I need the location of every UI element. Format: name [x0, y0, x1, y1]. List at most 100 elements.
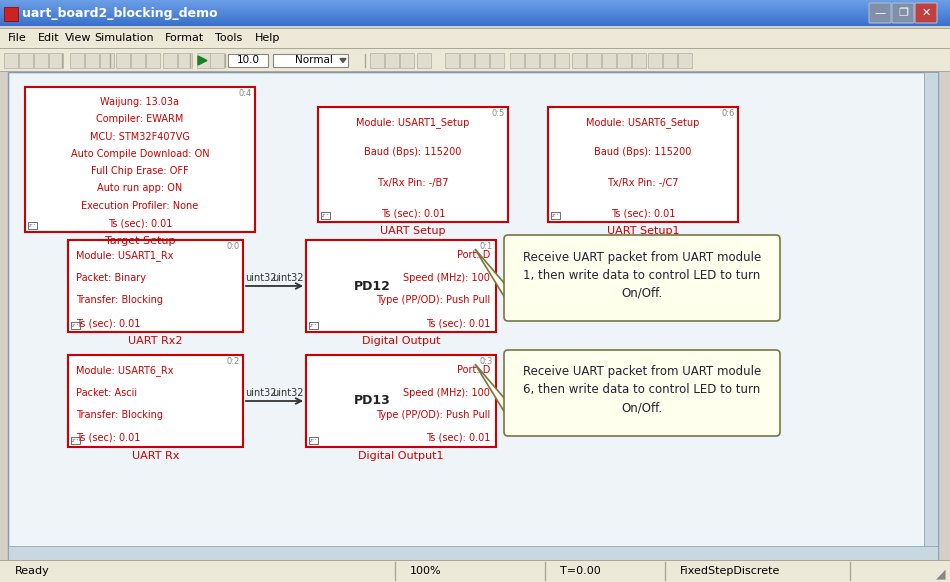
Bar [0, 49, 950, 71]
Bar [0, 19, 950, 20]
Bar [475, 53, 489, 68]
Text: z⁻¹: z⁻¹ [72, 323, 79, 328]
FancyBboxPatch shape [273, 54, 348, 67]
Text: Auto Compile Download: ON: Auto Compile Download: ON [70, 149, 209, 159]
Text: z⁻¹: z⁻¹ [28, 223, 36, 228]
FancyBboxPatch shape [228, 54, 268, 67]
Text: Digital Output1: Digital Output1 [358, 451, 444, 461]
Bar [513, 422, 527, 427]
Text: 0:1: 0:1 [480, 242, 493, 251]
Bar [4, 7, 18, 21]
Text: Module: USART1_Setup: Module: USART1_Setup [356, 117, 469, 128]
FancyBboxPatch shape [892, 3, 914, 23]
Polygon shape [198, 56, 207, 65]
Bar [28, 222, 37, 229]
Polygon shape [475, 364, 528, 426]
Bar [10, 74, 924, 546]
Bar [370, 53, 384, 68]
Text: Module: USART1_Rx: Module: USART1_Rx [76, 250, 174, 261]
Bar [663, 53, 677, 68]
Text: Receive UART packet from UART module
6, then write data to control LED to turn
O: Receive UART packet from UART module 6, … [522, 365, 761, 414]
Text: Compiler: EWARM: Compiler: EWARM [96, 114, 183, 125]
Text: Ts (sec): 0.01: Ts (sec): 0.01 [107, 218, 172, 228]
Bar [25, 87, 255, 232]
Bar [632, 53, 646, 68]
Bar [587, 53, 601, 68]
Text: PD13: PD13 [354, 395, 390, 407]
Bar [309, 322, 318, 329]
Bar [0, 6, 950, 7]
Text: Baud (Bps): 115200: Baud (Bps): 115200 [364, 147, 462, 157]
Text: Tx/Rx Pin: -/C7: Tx/Rx Pin: -/C7 [607, 178, 678, 187]
Text: —: — [874, 8, 885, 18]
Text: Edit: Edit [38, 33, 60, 43]
Text: Receive UART packet from UART module
1, then write data to control LED to turn
O: Receive UART packet from UART module 1, … [522, 250, 761, 300]
Text: Type (PP/OD): Push Pull: Type (PP/OD): Push Pull [376, 410, 490, 420]
Text: 0:3: 0:3 [480, 357, 493, 366]
Bar [100, 53, 114, 68]
Text: z⁻¹: z⁻¹ [310, 323, 317, 328]
Text: Module: USART6_Rx: Module: USART6_Rx [76, 365, 174, 376]
Text: Simulation: Simulation [94, 33, 154, 43]
Text: Ts (sec): 0.01: Ts (sec): 0.01 [381, 208, 446, 218]
Bar [602, 53, 616, 68]
Bar [0, 10, 950, 11]
Text: 100%: 100% [410, 566, 442, 576]
Text: Packet: Binary: Packet: Binary [76, 272, 146, 283]
Text: Transfer: Blocking: Transfer: Blocking [76, 295, 163, 306]
Bar [0, 23, 950, 24]
Text: z⁻¹: z⁻¹ [72, 438, 79, 443]
Text: Full Chip Erase: OFF: Full Chip Erase: OFF [91, 166, 189, 176]
Bar [525, 53, 539, 68]
Bar [116, 53, 130, 68]
Bar [306, 355, 496, 447]
Text: PD12: PD12 [354, 279, 391, 293]
Bar [131, 53, 145, 68]
Bar [8, 72, 938, 560]
Text: Transfer: Blocking: Transfer: Blocking [76, 410, 163, 420]
Text: Help: Help [255, 33, 280, 43]
Polygon shape [340, 59, 346, 62]
Bar [0, 22, 950, 23]
Bar [0, 560, 950, 582]
Text: Waijung: 13.03a: Waijung: 13.03a [101, 97, 180, 107]
Bar [0, 8, 950, 9]
Bar [555, 53, 569, 68]
Bar [178, 53, 192, 68]
Text: 0:0: 0:0 [227, 242, 240, 251]
Text: Ts (sec): 0.01: Ts (sec): 0.01 [76, 433, 141, 443]
Bar [49, 53, 63, 68]
Bar [460, 53, 474, 68]
Text: 0:2: 0:2 [227, 357, 240, 366]
Bar [4, 53, 18, 68]
Bar [163, 53, 177, 68]
Text: Packet: Ascii: Packet: Ascii [76, 388, 137, 398]
Bar [924, 72, 938, 560]
Bar [385, 53, 399, 68]
Text: Digital Output: Digital Output [362, 336, 440, 346]
Text: Ts (sec): 0.01: Ts (sec): 0.01 [76, 318, 141, 328]
Bar [648, 53, 662, 68]
FancyBboxPatch shape [504, 350, 780, 436]
Bar [0, 24, 950, 25]
Bar [0, 16, 950, 17]
Bar [71, 437, 80, 444]
Bar [0, 13, 950, 14]
Text: File: File [8, 33, 27, 43]
Bar [197, 53, 211, 68]
Text: View: View [65, 33, 91, 43]
Bar [0, 18, 950, 19]
Text: uint32: uint32 [273, 273, 304, 283]
Text: Module: USART6_Setup: Module: USART6_Setup [586, 117, 700, 128]
Bar [318, 107, 508, 222]
Bar [0, 7, 950, 8]
Text: uart_board2_blocking_demo: uart_board2_blocking_demo [22, 6, 218, 20]
FancyBboxPatch shape [869, 3, 891, 23]
Bar [0, 28, 950, 48]
Text: 0:6: 0:6 [722, 109, 735, 118]
Bar [68, 240, 243, 332]
Bar [572, 53, 586, 68]
Bar [0, 11, 950, 12]
Text: UART Rx: UART Rx [132, 451, 180, 461]
Bar [0, 5, 950, 6]
